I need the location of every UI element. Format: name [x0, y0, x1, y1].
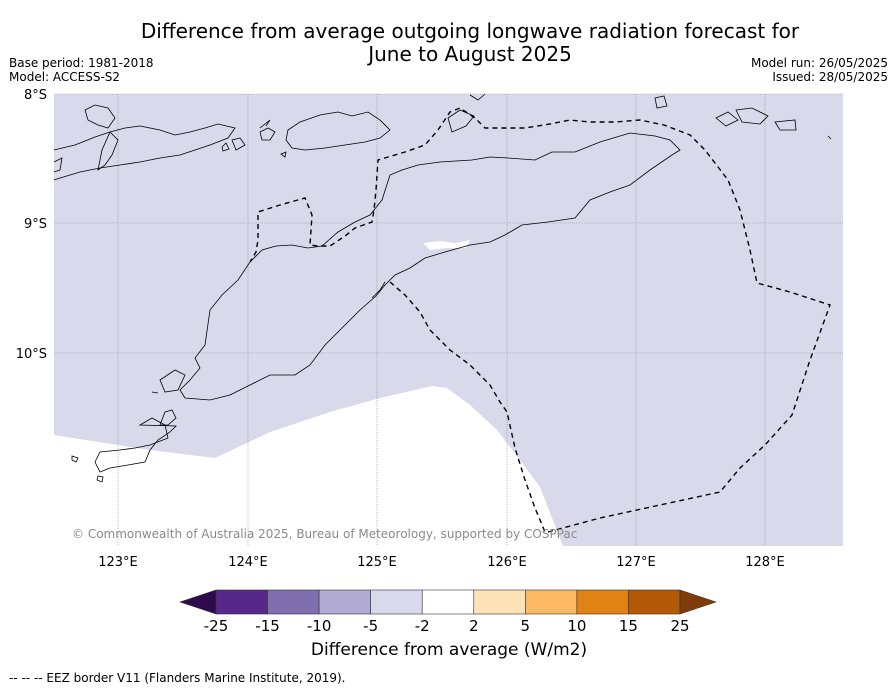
colorbar-segment [318, 589, 371, 615]
issued-date: Issued: 28/05/2025 [772, 70, 888, 84]
colorbar-segment [267, 589, 320, 615]
blank-patch [423, 240, 470, 250]
lon-label-124e: 124°E [228, 555, 268, 570]
colorbar-tick-label: 10 [567, 617, 586, 635]
colorbar-segment [628, 589, 681, 615]
colorbar-extend-low [179, 589, 217, 615]
colorbar-tick-label: -25 [204, 617, 229, 635]
gridlines [54, 93, 843, 546]
meta-right: Model run: 26/05/2025 Issued: 28/05/2025 [751, 56, 888, 84]
colorbar-segment [215, 589, 268, 615]
footnote: -- -- -- EEZ border V11 (Flanders Marine… [9, 671, 346, 685]
copyright-text: © Commonwealth of Australia 2025, Bureau… [72, 527, 577, 541]
meta-left: Base period: 1981-2018 Model: ACCESS-S2 [9, 56, 154, 84]
colorbar-tick-label: 2 [469, 617, 479, 635]
lon-label-126e: 126°E [487, 555, 527, 570]
title-line-1: Difference from average outgoing longwav… [140, 19, 800, 43]
base-period: Base period: 1981-2018 [9, 56, 154, 70]
colorbar-segment [421, 589, 475, 615]
model-run: Model run: 26/05/2025 [750, 56, 888, 70]
colorbar-segment [370, 589, 423, 615]
colorbar-tick-label: -2 [415, 617, 430, 635]
lon-label-123e: 123°E [98, 555, 138, 570]
eez-borders [249, 107, 831, 533]
title-line-2: June to August 2025 [368, 42, 572, 66]
colorbar-tick-label: -10 [307, 617, 332, 635]
lon-label-127e: 127°E [616, 555, 656, 570]
colorbar-tick-label: -15 [255, 617, 280, 635]
colorbar-segment [473, 589, 526, 615]
lon-label-125e: 125°E [357, 555, 397, 570]
colorbar-label: Difference from average (W/m2) [310, 640, 588, 660]
model-name: Model: ACCESS-S2 [9, 70, 121, 84]
colorbar-extend-high [679, 589, 717, 615]
colorbar-tick-label: 5 [521, 617, 531, 635]
lat-label-8s: 8°S [24, 88, 47, 103]
colorbar-segment [576, 589, 629, 615]
colorbar-tick-label: 15 [619, 617, 638, 635]
lat-label-10s: 10°S [16, 347, 47, 362]
colorbar: -25 -15 -10 -5 -2 2 5 10 15 25 [179, 589, 717, 635]
lon-label-128e: 128°E [745, 555, 785, 570]
lat-label-9s: 9°S [24, 217, 47, 232]
chart-title: Difference from average outgoing longwav… [110, 20, 830, 66]
forecast-shade-region [54, 94, 843, 546]
colorbar-tick-label: -5 [363, 617, 378, 635]
colorbar-segment [525, 589, 578, 615]
colorbar-tick-label: 25 [670, 617, 689, 635]
